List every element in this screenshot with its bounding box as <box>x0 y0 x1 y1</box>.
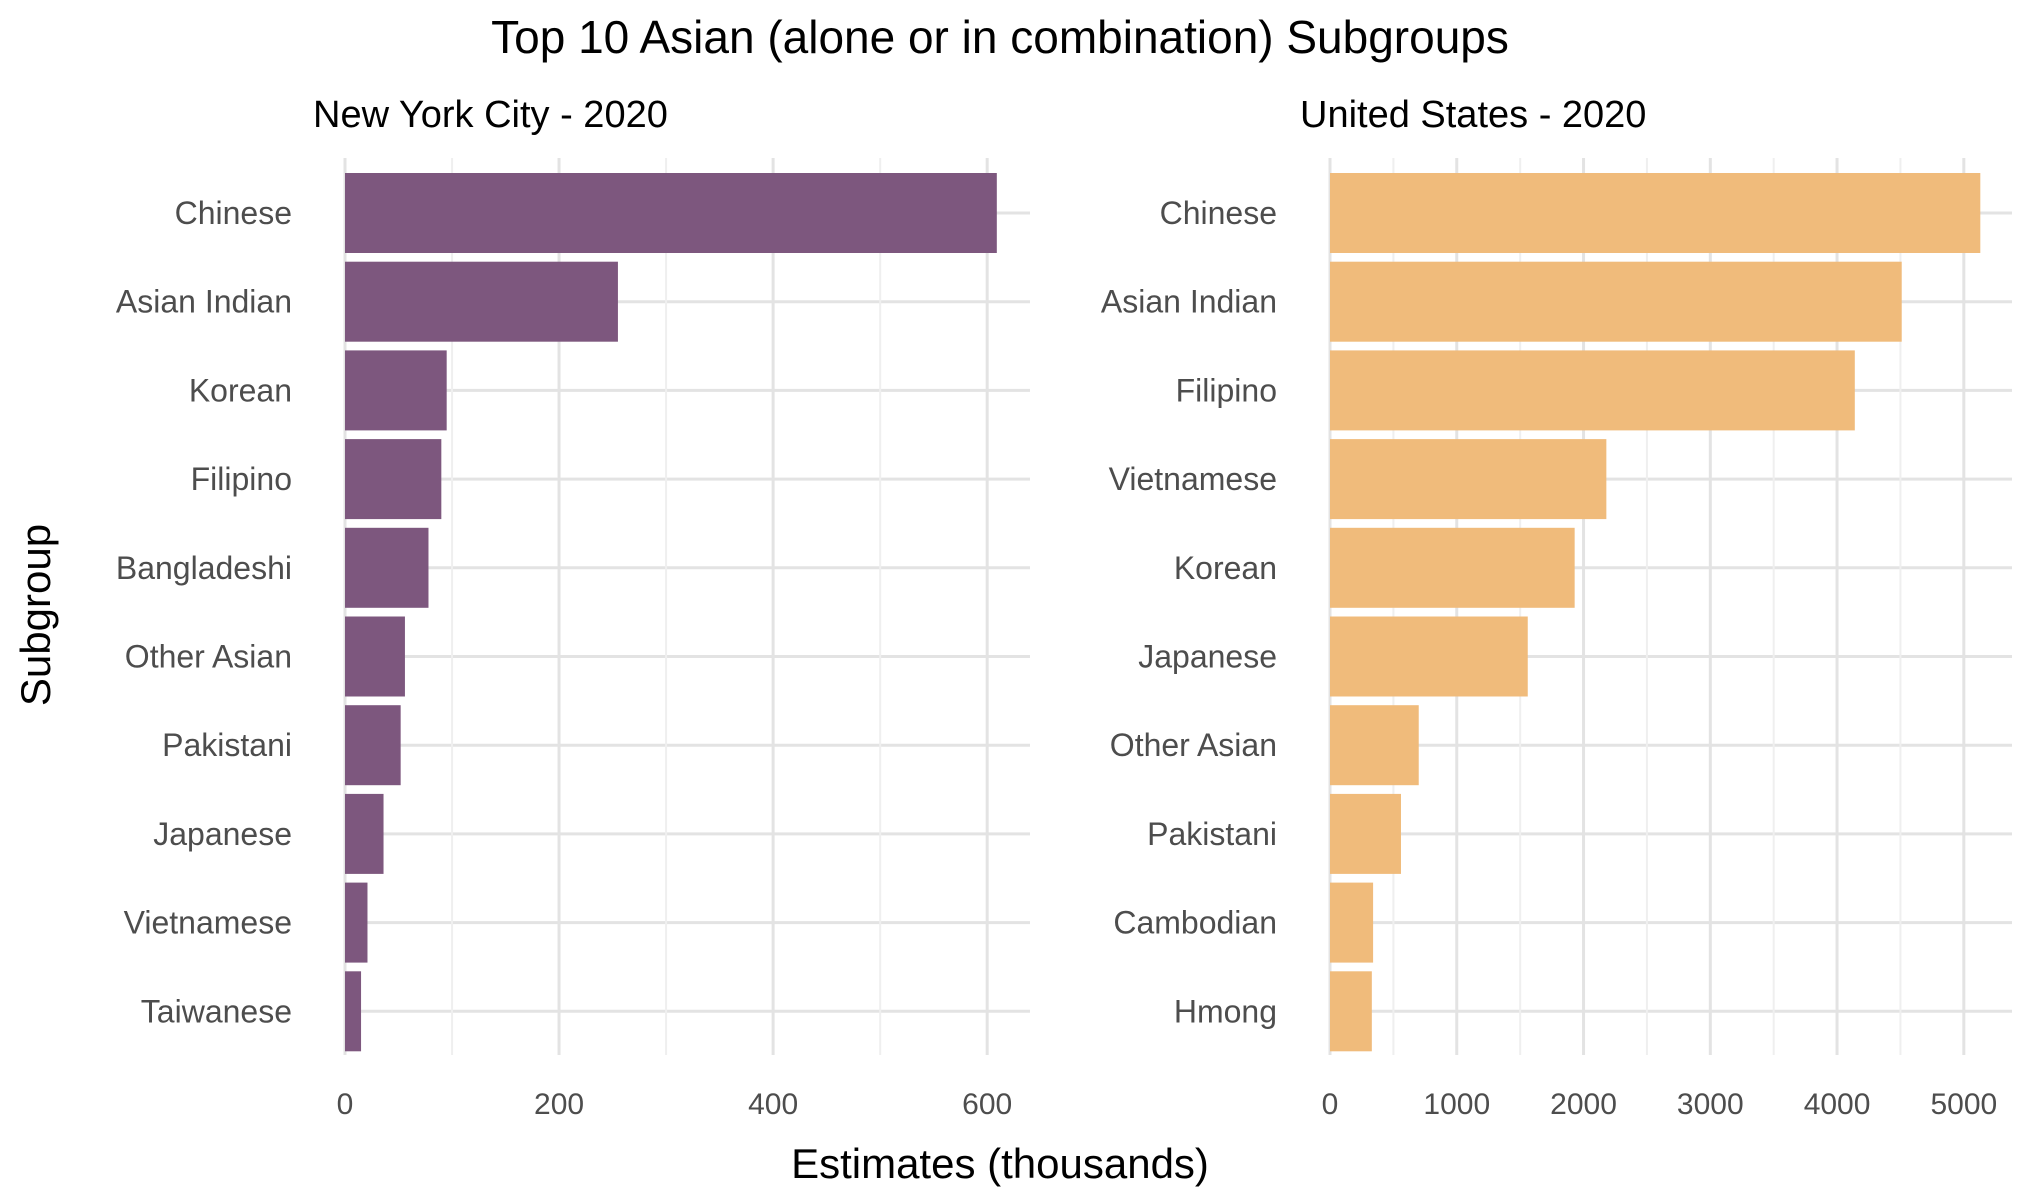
bar-hmong <box>1330 971 1372 1052</box>
bar-pakistani <box>1330 793 1401 874</box>
bar-chinese <box>345 173 997 253</box>
category-label: Asian Indian <box>1101 284 1277 320</box>
x-tick-label: 3000 <box>1677 1088 1744 1121</box>
x-tick-label: 5000 <box>1930 1088 1997 1121</box>
bar-vietnamese <box>1330 439 1607 520</box>
category-label: Filipino <box>1176 372 1277 408</box>
category-label: Bangladeshi <box>116 550 292 586</box>
bar-cambodian <box>1330 882 1374 963</box>
y-axis-title: Subgroup <box>12 524 59 706</box>
category-label: Chinese <box>1160 195 1277 231</box>
category-label: Vietnamese <box>1109 461 1277 497</box>
category-label: Taiwanese <box>141 993 292 1029</box>
category-label: Pakistani <box>1147 816 1277 852</box>
bar-filipino <box>345 439 442 520</box>
x-tick-label: 600 <box>962 1088 1012 1121</box>
category-label: Other Asian <box>125 639 292 675</box>
bar-other-asian <box>1330 705 1419 786</box>
category-label: Asian Indian <box>116 284 292 320</box>
bar-other-asian <box>345 616 405 697</box>
x-axis-title: Estimates (thousands) <box>791 1140 1209 1187</box>
bar-japanese <box>345 793 384 874</box>
bar-bangladeshi <box>345 527 429 608</box>
category-label: Vietnamese <box>124 905 292 941</box>
bar-pakistani <box>345 705 401 786</box>
bar-korean <box>1330 527 1575 608</box>
panel-new-york-city: New York City - 2020 0 200 400 600 Chinese Asi… <box>116 94 1030 1121</box>
bar-asian-indian <box>1330 261 1902 342</box>
category-label: Pakistani <box>162 727 292 763</box>
x-tick-label: 200 <box>534 1088 584 1121</box>
bar-asian-indian <box>345 261 618 342</box>
chart-title: Top 10 Asian (alone or in combination) S… <box>491 11 1509 63</box>
x-tick-label: 0 <box>1322 1088 1339 1121</box>
bar-vietnamese <box>345 882 368 963</box>
bar-chinese <box>1330 173 1981 253</box>
panel-subtitle: New York City - 2020 <box>313 94 668 136</box>
category-label: Chinese <box>175 195 292 231</box>
category-label: Hmong <box>1174 993 1277 1029</box>
bar-taiwanese <box>345 971 362 1052</box>
x-tick-label: 4000 <box>1804 1088 1871 1121</box>
category-label: Korean <box>1174 550 1277 586</box>
x-tick-label: 1000 <box>1423 1088 1490 1121</box>
panel-united-states: United States - 2020 0 1000 2000 3000 4000 500… <box>1101 94 2012 1121</box>
bar-japanese <box>1330 616 1528 697</box>
category-label: Japanese <box>1138 639 1277 675</box>
x-tick-label: 0 <box>337 1088 354 1121</box>
x-tick-label: 2000 <box>1550 1088 1617 1121</box>
panel-subtitle: United States - 2020 <box>1300 94 1646 136</box>
bar-filipino <box>1330 350 1855 431</box>
category-label: Filipino <box>191 461 292 497</box>
bar-korean <box>345 350 447 431</box>
x-tick-label: 400 <box>748 1088 798 1121</box>
category-label: Cambodian <box>1113 905 1277 941</box>
category-label: Other Asian <box>1110 727 1277 763</box>
category-label: Korean <box>189 372 292 408</box>
category-label: Japanese <box>153 816 292 852</box>
